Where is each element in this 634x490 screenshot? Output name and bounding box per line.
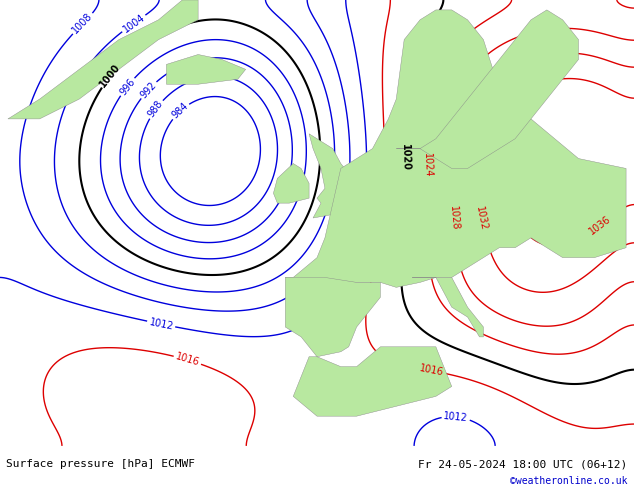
Polygon shape [285,277,380,357]
Text: 1016: 1016 [174,352,200,368]
Text: Surface pressure [hPa] ECMWF: Surface pressure [hPa] ECMWF [6,459,195,469]
Text: 1032: 1032 [474,205,489,232]
Text: 992: 992 [138,79,158,100]
Polygon shape [273,164,309,203]
Polygon shape [166,54,245,84]
Text: 988: 988 [146,99,165,120]
Text: 1020: 1020 [399,144,410,171]
Text: Fr 24-05-2024 18:00 UTC (06+12): Fr 24-05-2024 18:00 UTC (06+12) [418,459,628,469]
Text: 1012: 1012 [443,411,469,423]
Text: 1028: 1028 [448,206,460,231]
Text: 996: 996 [118,76,137,97]
Text: 1012: 1012 [148,317,174,331]
Text: 1000: 1000 [98,62,122,90]
Polygon shape [309,134,368,218]
Text: 1036: 1036 [587,214,613,237]
Polygon shape [8,0,198,119]
Text: 1008: 1008 [70,11,94,36]
Text: 1016: 1016 [418,364,444,378]
Text: 984: 984 [170,101,190,121]
Polygon shape [285,10,626,287]
Polygon shape [396,10,579,169]
Text: ©weatheronline.co.uk: ©weatheronline.co.uk [510,476,628,486]
Polygon shape [293,347,451,416]
Text: 1024: 1024 [422,152,432,177]
Text: 1004: 1004 [121,12,146,34]
Polygon shape [412,277,483,337]
